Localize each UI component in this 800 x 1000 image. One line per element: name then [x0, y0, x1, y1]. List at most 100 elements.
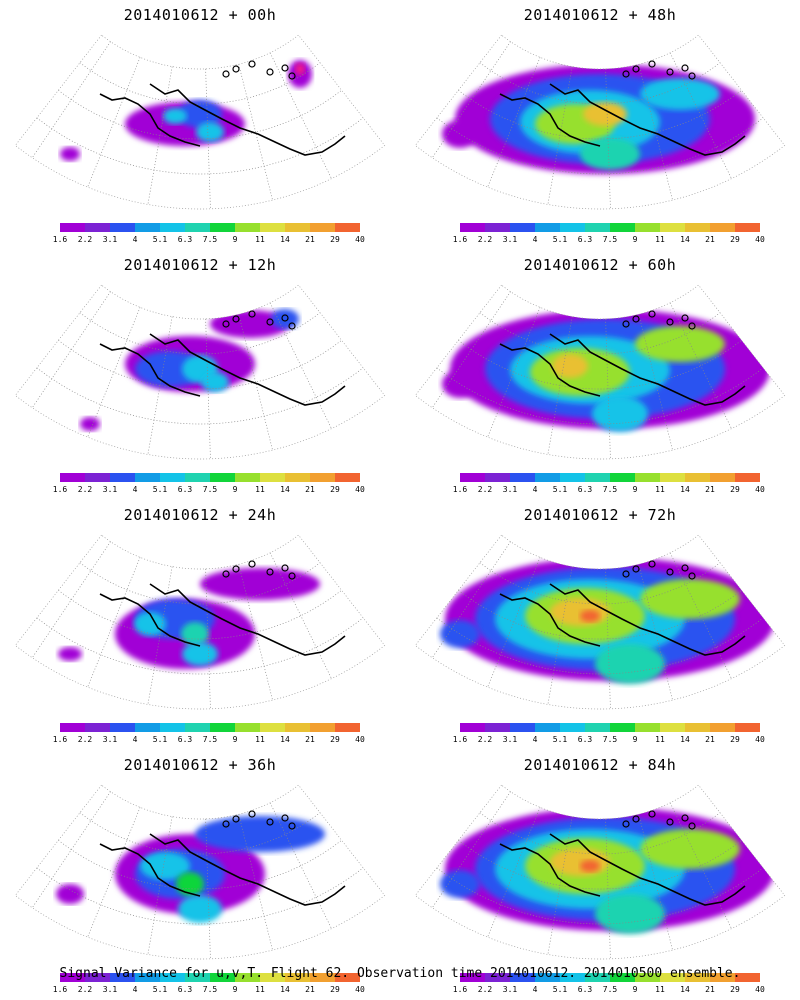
colorbar-tick-label: 29	[330, 235, 340, 244]
variance-field	[56, 816, 325, 923]
colorbar-tick-label: 40	[355, 485, 365, 494]
colorbar-swatch	[535, 223, 560, 232]
colorbar-swatch	[510, 973, 535, 982]
colorbar-swatch	[185, 473, 210, 482]
figure-caption: Signal Variance for u,v,T. Flight 62. Ob…	[59, 966, 741, 981]
colorbar-tick-label: 3.1	[102, 485, 118, 494]
colorbar-swatch	[110, 223, 135, 232]
colorbar-swatch	[685, 473, 710, 482]
panel-title: 2014010612 + 12h	[123, 256, 277, 274]
variance-map	[414, 284, 786, 460]
colorbar-swatch	[335, 223, 360, 232]
colorbar-tick-label: 9	[632, 235, 638, 244]
colorbar-tick-label: 1.6	[52, 735, 68, 744]
colorbar-swatch	[110, 973, 135, 982]
colorbar-swatch	[110, 473, 135, 482]
variance-contour	[640, 579, 740, 619]
colorbar-tick-label: 21	[305, 735, 315, 744]
colorbar-tick-label: 9	[232, 985, 238, 994]
colorbar-swatch	[535, 473, 560, 482]
colorbar-tick-label: 2.2	[477, 735, 493, 744]
map-border	[14, 284, 386, 460]
colorbar-swatch	[610, 473, 635, 482]
colorbar-swatch	[285, 473, 310, 482]
colorbar-tick-label: 11	[255, 235, 265, 244]
variance-contour	[140, 852, 190, 880]
variance-field	[80, 309, 299, 431]
colorbar-labels: 1.6 2.2 3.1 4 5.1 6.3 7.5 9 11 14 21 29 40	[453, 985, 765, 995]
colorbar-tick-label: 9	[232, 735, 238, 744]
colorbar-tick-label: 1.6	[452, 235, 468, 244]
map-panel: 2014010612 + 84h 1.6 2.2 3.1 4 5.1 6.3 7.5 9 11 14…	[400, 750, 800, 1000]
colorbar-tick-label: 3.1	[102, 985, 118, 994]
colorbar-tick-label: 5.1	[152, 485, 168, 494]
variance-map	[414, 784, 786, 960]
colorbar-swatch	[685, 223, 710, 232]
colorbar-tick-label: 7.5	[202, 985, 218, 994]
colorbar	[460, 973, 760, 982]
colorbar-swatch	[685, 723, 710, 732]
colorbar-swatch	[560, 723, 585, 732]
colorbar-tick-label: 1.6	[452, 985, 468, 994]
variance-map	[14, 34, 386, 210]
colorbar-tick-label: 7.5	[202, 735, 218, 744]
colorbar-tick-label: 4	[132, 735, 138, 744]
colorbar-tick-label: 9	[632, 485, 638, 494]
colorbar-swatch	[335, 973, 360, 982]
colorbar-labels: 1.6 2.2 3.1 4 5.1 6.3 7.5 9 11 14 21 29 40	[453, 235, 765, 245]
colorbar-tick-label: 9	[232, 235, 238, 244]
colorbar-swatch	[210, 723, 235, 732]
colorbar-swatch	[185, 223, 210, 232]
colorbar-tick-label: 40	[755, 735, 765, 744]
colorbar-tick-label: 2.2	[77, 985, 93, 994]
colorbar-swatch	[135, 723, 160, 732]
variance-contour	[580, 610, 600, 622]
colorbar-swatch	[710, 973, 735, 982]
variance-field	[58, 568, 320, 669]
variance-contour	[201, 372, 229, 392]
colorbar-tick-label: 6.3	[577, 485, 593, 494]
variance-field	[60, 60, 312, 161]
colorbar-tick-label: 5.1	[152, 735, 168, 744]
colorbar-swatch	[135, 473, 160, 482]
colorbar-tick-label: 21	[305, 235, 315, 244]
colorbar-tick-label: 3.1	[502, 985, 518, 994]
variance-contour	[635, 326, 725, 362]
colorbar-swatch	[710, 223, 735, 232]
colorbar-swatch	[610, 973, 635, 982]
variance-contour	[640, 78, 720, 110]
colorbar-tick-label: 40	[355, 735, 365, 744]
colorbar-swatch	[285, 973, 310, 982]
colorbar-labels: 1.6 2.2 3.1 4 5.1 6.3 7.5 9 11 14 21 29 40	[53, 235, 365, 245]
colorbar-swatch	[635, 973, 660, 982]
map-border	[414, 534, 786, 710]
colorbar-swatch	[85, 473, 110, 482]
colorbar-swatch	[310, 473, 335, 482]
variance-contour	[440, 620, 480, 648]
panel-title: 2014010612 + 48h	[523, 6, 677, 24]
colorbar-swatch	[135, 223, 160, 232]
colorbar-tick-label: 3.1	[502, 235, 518, 244]
colorbar-tick-label: 7.5	[202, 485, 218, 494]
colorbar-swatch	[310, 973, 335, 982]
colorbar-labels: 1.6 2.2 3.1 4 5.1 6.3 7.5 9 11 14 21 29 40	[453, 485, 765, 495]
map-panel: 2014010612 + 36h 1.6 2.2 3.1 4 5.1 6.3 7.5 9 11 14…	[0, 750, 400, 1000]
colorbar-swatch	[335, 473, 360, 482]
variance-contour	[196, 122, 224, 142]
colorbar-swatch	[735, 723, 760, 732]
colorbar-tick-label: 3.1	[102, 735, 118, 744]
colorbar-labels: 1.6 2.2 3.1 4 5.1 6.3 7.5 9 11 14 21 29 40	[53, 485, 365, 495]
colorbar-tick-label: 6.3	[577, 735, 593, 744]
panel-title: 2014010612 + 72h	[523, 506, 677, 524]
colorbar-tick-label: 5.1	[552, 735, 568, 744]
colorbar-tick-label: 1.6	[452, 485, 468, 494]
colorbar	[60, 973, 360, 982]
colorbar-swatch	[260, 473, 285, 482]
colorbar-swatch	[85, 223, 110, 232]
map-panel: 2014010612 + 12h 1.6 2.2 3.1 4 5.1 6.3 7.5 9 11 14…	[0, 250, 400, 500]
colorbar-swatch	[585, 473, 610, 482]
colorbar-swatch	[260, 973, 285, 982]
colorbar-swatch	[460, 973, 485, 982]
map-border	[14, 34, 386, 210]
colorbar-swatch	[735, 223, 760, 232]
